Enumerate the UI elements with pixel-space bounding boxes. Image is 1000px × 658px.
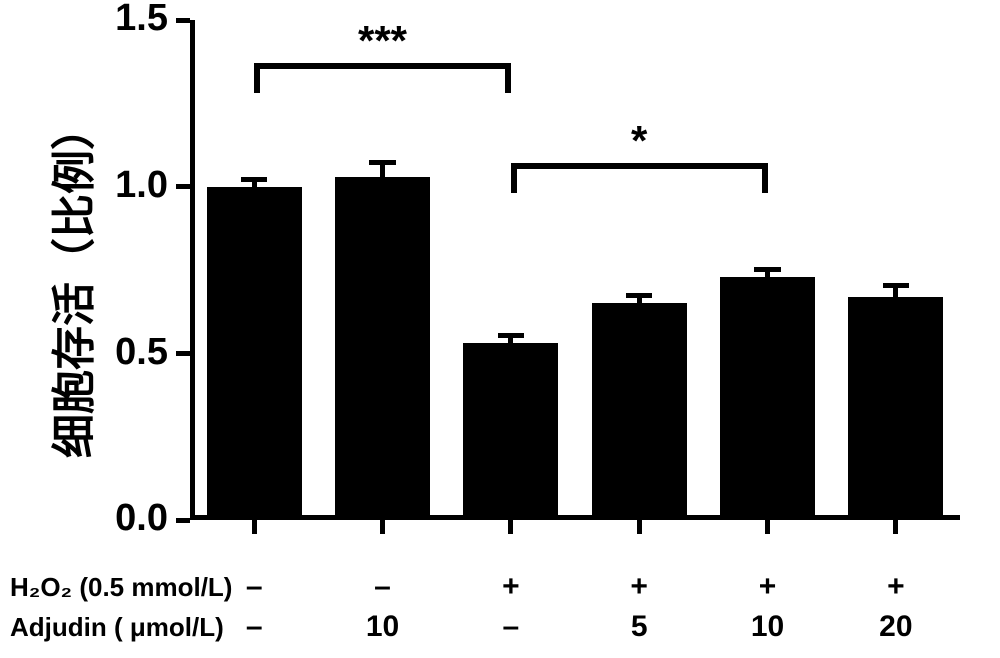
error-cap xyxy=(369,160,396,165)
condition-value: – xyxy=(214,610,294,644)
y-tick xyxy=(176,518,190,523)
significance-label: * xyxy=(579,117,699,165)
x-tick xyxy=(252,520,257,534)
y-tick-label: 0.5 xyxy=(86,331,168,374)
y-tick-label: 1.5 xyxy=(86,0,168,40)
viability-bar-chart: 细胞存活（比例） 0.00.51.01.5**** H₂O₂ (0.5 mmol… xyxy=(0,0,1000,658)
condition-value: 20 xyxy=(856,610,936,644)
error-cap xyxy=(883,283,910,288)
error-cap xyxy=(754,267,781,272)
condition-value: + xyxy=(599,570,679,604)
bar xyxy=(207,187,302,520)
y-tick xyxy=(176,18,190,23)
condition-value: – xyxy=(471,610,551,644)
y-tick-label: 0.0 xyxy=(86,497,168,540)
y-tick xyxy=(176,184,190,189)
x-tick xyxy=(637,520,642,534)
y-tick xyxy=(176,351,190,356)
bar xyxy=(463,343,558,520)
x-tick xyxy=(765,520,770,534)
condition-value: + xyxy=(728,570,808,604)
condition-value: 5 xyxy=(599,610,679,644)
condition-value: – xyxy=(214,570,294,604)
y-axis-title: 细胞存活（比例） xyxy=(38,52,102,512)
plot-area: 0.00.51.01.5**** xyxy=(190,20,960,520)
condition-label: Adjudin ( μmol/L) xyxy=(10,612,224,643)
condition-value: + xyxy=(856,570,936,604)
condition-value: 10 xyxy=(728,610,808,644)
bar xyxy=(335,177,430,520)
bar xyxy=(720,277,815,520)
bar xyxy=(848,297,943,520)
bar xyxy=(592,303,687,520)
y-tick-label: 1.0 xyxy=(86,164,168,207)
x-axis xyxy=(190,515,960,520)
significance-drop xyxy=(762,163,768,193)
error-cap xyxy=(241,177,268,182)
condition-value: + xyxy=(471,570,551,604)
condition-value: – xyxy=(343,570,423,604)
significance-drop xyxy=(505,63,511,93)
y-axis xyxy=(190,20,195,520)
x-tick xyxy=(380,520,385,534)
condition-label: H₂O₂ (0.5 mmol/L) xyxy=(10,572,232,603)
x-tick xyxy=(508,520,513,534)
x-tick xyxy=(893,520,898,534)
significance-drop xyxy=(254,63,260,93)
significance-drop xyxy=(511,163,517,193)
error-cap xyxy=(626,293,653,298)
condition-value: 10 xyxy=(343,610,423,644)
error-cap xyxy=(498,333,525,338)
significance-label: *** xyxy=(323,17,443,65)
